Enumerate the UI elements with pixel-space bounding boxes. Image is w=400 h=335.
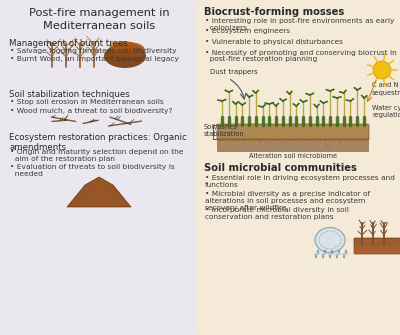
Ellipse shape (315, 227, 345, 253)
Text: • Wood mulch, a threat to soil biodiversity?: • Wood mulch, a threat to soil biodivers… (10, 108, 172, 114)
Text: Dust trappers: Dust trappers (210, 69, 258, 75)
Circle shape (373, 61, 391, 79)
Text: • Microbial diversity as a precise indicator of
alterations in soil processes an: • Microbial diversity as a precise indic… (205, 191, 370, 211)
Polygon shape (67, 177, 131, 207)
Text: Soil stabilization techniques: Soil stabilization techniques (9, 90, 130, 99)
Text: • Vulnerable to physical disturbances: • Vulnerable to physical disturbances (205, 39, 343, 45)
Text: • Stop soil erosion in Mediterranean soils: • Stop soil erosion in Mediterranean soi… (10, 99, 164, 105)
FancyBboxPatch shape (217, 138, 369, 152)
Text: Post-fire management in
Mediterranean soils: Post-fire management in Mediterranean so… (29, 8, 169, 31)
FancyBboxPatch shape (217, 124, 369, 140)
Text: Management of burnt trees: Management of burnt trees (9, 39, 128, 48)
Text: • Origin and maturity selection depend on the
  aim of the restoration plan: • Origin and maturity selection depend o… (10, 149, 184, 162)
Polygon shape (91, 179, 111, 202)
Text: Ecosystem restoration practices: Organic
amendments: Ecosystem restoration practices: Organic… (9, 133, 187, 152)
Text: • Ecosystem engineers: • Ecosystem engineers (205, 28, 290, 35)
Ellipse shape (109, 41, 137, 51)
Text: • Incorporate microbial diversity in soil
conservation and restoration plans: • Incorporate microbial diversity in soi… (205, 207, 349, 220)
Text: Soil/ashes
stabilization: Soil/ashes stabilization (204, 125, 245, 137)
Ellipse shape (104, 44, 146, 68)
Text: Water cycle
regulation: Water cycle regulation (372, 105, 400, 119)
Text: • Evaluation of threats to soil biodiversity is
  needed: • Evaluation of threats to soil biodiver… (10, 164, 175, 177)
FancyBboxPatch shape (196, 0, 400, 335)
FancyBboxPatch shape (354, 238, 400, 254)
Text: • Essential role in driving ecosystem processes and
functions: • Essential role in driving ecosystem pr… (205, 175, 395, 188)
Text: C and N
sequestration: C and N sequestration (372, 82, 400, 95)
Text: Soil microbial communities: Soil microbial communities (204, 163, 357, 173)
Text: Alteration soil microbiome: Alteration soil microbiome (249, 153, 337, 159)
Ellipse shape (111, 42, 145, 58)
Text: • Interesting role in post-fire environments as early
  colonizers: • Interesting role in post-fire environm… (205, 18, 394, 31)
Text: • Necessity of promoting and conserving biocrust in
  post-fire restoration plan: • Necessity of promoting and conserving … (205, 50, 397, 63)
Text: • Salvage logging threatens soil biodiversity: • Salvage logging threatens soil biodive… (10, 48, 177, 54)
FancyBboxPatch shape (354, 246, 400, 254)
Text: Biocrust-forming mosses: Biocrust-forming mosses (204, 7, 344, 17)
FancyBboxPatch shape (0, 0, 198, 335)
Text: • Burnt Wood, an important biological legacy: • Burnt Wood, an important biological le… (10, 57, 179, 63)
